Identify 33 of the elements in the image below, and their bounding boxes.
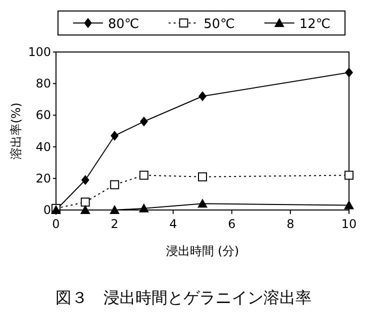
x-tick-label: 8 — [286, 217, 294, 231]
x-axis-title: 浸出時間 (分) — [166, 244, 240, 258]
point — [140, 116, 148, 127]
x-tick-label: 2 — [110, 217, 118, 231]
point — [344, 170, 354, 180]
point — [344, 200, 354, 210]
x-tick-label: 0 — [52, 217, 60, 231]
point — [110, 180, 120, 190]
text: 図３ 浸出時間とゲラニイン溶出率 — [56, 288, 312, 307]
y-tick-label: 60 — [36, 108, 51, 122]
point — [81, 174, 90, 185]
x-tick-label: 4 — [169, 217, 178, 231]
y-tick-label: 100 — [28, 45, 51, 59]
point — [139, 170, 148, 180]
legend-label: 50℃ — [204, 17, 235, 32]
point — [110, 130, 119, 141]
y-tick-label: 40 — [36, 140, 51, 154]
point — [138, 203, 149, 212]
y-tick-label: 20 — [36, 171, 51, 186]
point — [80, 198, 90, 207]
legend-label: 80℃ — [108, 17, 140, 32]
point — [110, 205, 120, 214]
point — [345, 68, 353, 78]
y-tick-label: 0 — [43, 203, 51, 217]
x-tick-label: 6 — [228, 217, 236, 231]
y-axis-title: 溶出率(%) — [9, 102, 23, 160]
point — [198, 172, 207, 182]
point — [198, 91, 206, 102]
y-tick-label: 80 — [36, 76, 51, 91]
x-tick-label: 10 — [341, 217, 357, 231]
point — [198, 198, 208, 208]
point — [80, 205, 90, 214]
legend-label: 12℃ — [299, 17, 330, 32]
